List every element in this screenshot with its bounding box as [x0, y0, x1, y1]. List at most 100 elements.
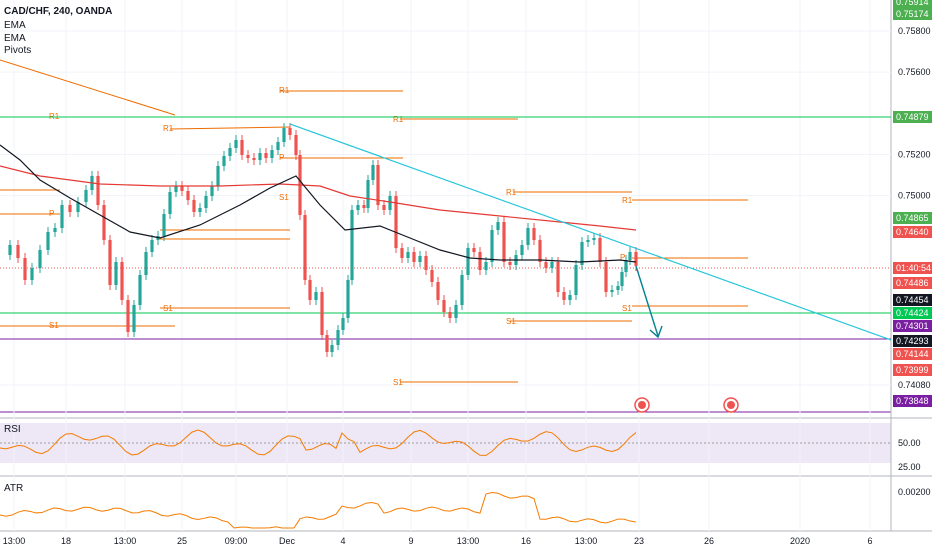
candle-body	[544, 262, 548, 268]
event-marker-dot	[727, 401, 735, 409]
price-badge	[893, 8, 932, 20]
price-axis[interactable]: 0.75800 0.75600 0.75200 0.75000 0.74080 50.00…	[893, 0, 932, 497]
time-axis[interactable]: 13:00 18 13:00 25 09:00 Dec 4 9 13:00 16 13:00 23 26…	[3, 536, 873, 546]
candle-body	[264, 153, 268, 158]
atr-tick-label: 0.00200	[898, 487, 931, 497]
price-badge-label: 0.74454	[896, 295, 929, 305]
pivot-label: S1	[49, 321, 59, 330]
candle-body	[362, 205, 366, 208]
candle-body	[198, 208, 202, 212]
candle-body	[436, 282, 440, 300]
candle-body	[204, 196, 208, 208]
rsi-label: RSI	[4, 424, 21, 435]
pivot-label: R1	[163, 124, 174, 133]
price-badge	[893, 277, 932, 289]
event-markers[interactable]	[634, 397, 739, 413]
candle-body	[580, 242, 584, 265]
ema-lines	[0, 144, 637, 263]
candle-body	[150, 240, 154, 252]
candle-body	[442, 300, 446, 312]
candle-body	[628, 252, 632, 260]
pivot-label: S1	[163, 304, 173, 313]
legend-ema-2[interactable]: EMA	[4, 33, 26, 44]
candle-body	[556, 262, 560, 292]
candle-body	[400, 248, 404, 258]
candle-body	[144, 252, 148, 275]
price-badge-label: 0.75914	[896, 0, 929, 7]
candle-body	[448, 312, 452, 318]
candle-body	[308, 280, 312, 300]
candle-body	[490, 230, 494, 262]
drawings[interactable]	[289, 123, 892, 341]
candle-body	[350, 210, 354, 280]
event-marker-dot	[638, 401, 646, 409]
price-pane[interactable]	[0, 0, 891, 412]
price-badge-label: 0.73999	[896, 365, 929, 375]
price-tick-label: 0.75800	[898, 26, 931, 36]
candle-body	[620, 272, 624, 286]
candle-body	[258, 153, 262, 160]
candle-body	[341, 318, 345, 330]
candle-body	[592, 238, 596, 240]
atr-line	[0, 492, 637, 529]
candle-body	[325, 335, 329, 352]
time-tick-label: 9	[408, 536, 413, 546]
candle-body	[192, 200, 196, 212]
time-tick-label: 13:00	[114, 536, 137, 546]
candle-body	[240, 140, 244, 155]
horizontal-levels	[0, 116, 891, 340]
price-badge	[893, 335, 932, 347]
price-badge	[893, 212, 932, 224]
pivot-label: S1	[393, 378, 403, 387]
legend-ema-1[interactable]: EMA	[4, 20, 26, 31]
price-badge	[893, 307, 932, 319]
candle-body	[8, 245, 12, 255]
candle-body	[168, 192, 172, 214]
time-tick-label: 4	[340, 536, 345, 546]
candle-body	[586, 240, 590, 242]
rsi-pane[interactable]	[0, 429, 891, 456]
price-badge-label: 0.74865	[896, 213, 929, 223]
ema-fast-line	[0, 144, 637, 263]
time-tick-label: 26	[704, 536, 714, 546]
candle-body	[132, 305, 136, 332]
candle-body	[532, 228, 536, 240]
candle-body	[314, 292, 318, 300]
candle-body	[53, 228, 57, 232]
atr-pane[interactable]	[0, 492, 637, 529]
candle-body	[174, 186, 178, 192]
candle-body	[114, 262, 118, 285]
price-badge-label: 0.74424	[896, 308, 929, 318]
candle-body	[282, 128, 286, 142]
candle-body	[598, 238, 602, 262]
candle-body	[294, 135, 298, 155]
candle-body	[538, 240, 542, 262]
price-badge	[893, 395, 932, 407]
price-badge	[893, 348, 932, 360]
candle-body	[624, 260, 628, 272]
pivot-label: P	[49, 209, 54, 218]
candle-body	[520, 245, 524, 255]
candle-body	[120, 262, 124, 300]
candle-body	[502, 222, 506, 262]
pivot-line	[169, 126, 291, 130]
ema-slow-line	[0, 165, 637, 231]
pivot-label: S1	[506, 317, 516, 326]
candle-body	[246, 155, 250, 158]
pivot-label: P	[279, 153, 284, 162]
candle-body	[371, 165, 375, 180]
legend-pivots[interactable]: Pivots	[4, 45, 32, 56]
price-badge-label: 0.73848	[896, 396, 929, 406]
symbol-title[interactable]: CAD/CHF, 240, OANDA	[4, 6, 113, 17]
price-badge-label: 0.74640	[896, 227, 929, 237]
rsi-tick-label: 50.00	[898, 438, 921, 448]
time-tick-label: 13:00	[3, 536, 26, 546]
candle-body	[96, 176, 100, 205]
candle-body	[222, 156, 226, 166]
trend-line	[289, 123, 892, 341]
forecast-arrowhead	[649, 325, 663, 339]
price-tick-label: 0.74080	[898, 380, 931, 390]
candle-body	[604, 262, 608, 292]
price-badge-label: 0.74879	[896, 112, 929, 122]
